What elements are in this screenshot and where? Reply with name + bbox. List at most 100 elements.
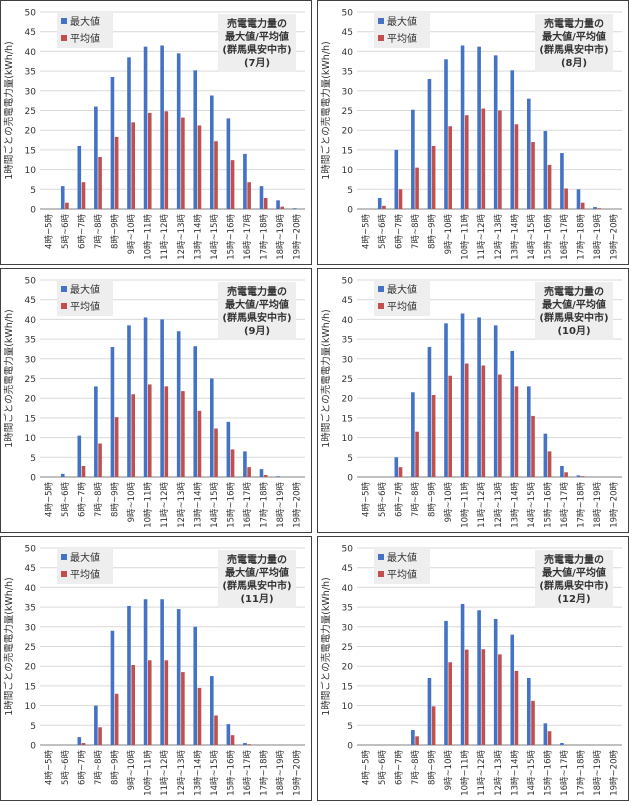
- legend-label-avg: 平均値: [387, 568, 417, 581]
- bar-avg: [164, 386, 169, 477]
- bar-max: [143, 46, 148, 210]
- y-tick-label: 20: [25, 663, 37, 673]
- y-tick-label: 0: [347, 206, 353, 216]
- y-tick-label: 45: [342, 296, 353, 306]
- title-line: (12月): [557, 593, 590, 605]
- bar-avg: [81, 743, 86, 745]
- bar-max: [510, 70, 515, 209]
- bar-avg: [498, 654, 502, 745]
- x-tick-label: 6時~7時: [394, 750, 404, 785]
- bar-avg: [514, 386, 519, 477]
- title-line: 最大値/平均値: [542, 566, 606, 579]
- bar-avg: [547, 164, 552, 209]
- x-tick-label: 19時~20時: [293, 750, 303, 796]
- bar-max: [292, 208, 297, 209]
- y-tick-label: 30: [342, 87, 354, 97]
- bar-max: [427, 678, 432, 745]
- y-tick-label: 20: [342, 395, 354, 405]
- bar-avg: [464, 363, 469, 477]
- bar-max: [377, 197, 382, 209]
- bar-avg: [181, 117, 185, 209]
- y-tick-label: 20: [25, 395, 37, 405]
- y-axis-title: 1時間ごとの売電電力量(kWh/h): [3, 577, 15, 716]
- x-tick-label: 19時~20時: [610, 482, 620, 528]
- x-tick-label: 4時~5時: [361, 750, 371, 785]
- y-tick-label: 35: [25, 604, 36, 614]
- x-tick-label: 13時~14時: [510, 214, 520, 260]
- legend-label-max: 最大値: [70, 551, 100, 564]
- bar-avg: [398, 467, 403, 477]
- x-tick-label: 10時~11時: [144, 214, 154, 260]
- x-tick-label: 14時~15時: [210, 214, 220, 260]
- x-tick-label: 9時~10時: [127, 482, 137, 523]
- bar-max: [510, 634, 515, 745]
- y-tick-label: 25: [342, 375, 353, 385]
- x-tick-label: 4時~5時: [44, 750, 54, 785]
- bar-avg: [181, 391, 185, 477]
- bar-max: [444, 59, 448, 209]
- bar-avg: [448, 662, 452, 745]
- bar-max: [543, 130, 548, 209]
- bar-max: [527, 98, 531, 209]
- x-tick-label: 12時~13時: [177, 482, 187, 528]
- bar-avg: [230, 449, 235, 477]
- chart-panel: 0 5 10 15 20 25 30 35 40 45 50 1時間ごとの売電電力量(kWh/h) 4時…: [0, 0, 312, 265]
- y-tick-label: 10: [342, 702, 354, 712]
- x-tick-label: 4時~5時: [361, 214, 371, 249]
- x-tick-label: 9時~10時: [444, 482, 454, 523]
- x-tick-label: 7時~8時: [411, 482, 421, 517]
- y-tick-label: 35: [342, 336, 353, 346]
- bar-avg: [431, 145, 436, 209]
- x-tick-label: 15時~16時: [226, 482, 236, 528]
- bar-max: [160, 319, 164, 477]
- title-line: (群馬県安中市): [222, 311, 291, 324]
- y-tick-label: 50: [25, 9, 37, 19]
- bar-max: [193, 626, 198, 745]
- bar-max: [77, 145, 82, 209]
- y-axis-title: 1時間ごとの売電電力量(kWh/h): [320, 309, 332, 448]
- y-tick-label: 5: [347, 454, 353, 464]
- bar-avg: [514, 670, 519, 745]
- x-tick-label: 8時~9時: [111, 750, 121, 785]
- y-tick-label: 35: [25, 68, 36, 78]
- y-axis-title: 1時間ごとの売電電力量(kWh/h): [3, 309, 15, 448]
- title-box: [218, 282, 296, 340]
- bar-avg: [464, 115, 469, 209]
- bar-avg: [164, 660, 169, 745]
- y-tick-label: 45: [25, 564, 36, 574]
- bar-max: [160, 45, 164, 209]
- x-tick-label: 5時~6時: [378, 482, 388, 517]
- y-tick-label: 25: [25, 643, 36, 653]
- bar-avg: [81, 465, 86, 477]
- y-tick-label: 25: [25, 107, 36, 117]
- bar-max: [94, 386, 98, 477]
- bar-avg: [547, 731, 552, 745]
- bar-avg: [564, 188, 568, 209]
- x-tick-label: 11時~12時: [160, 750, 170, 796]
- bar-avg: [65, 202, 69, 209]
- bar-max: [493, 618, 498, 745]
- bar-avg: [114, 693, 119, 745]
- y-tick-label: 50: [342, 277, 354, 287]
- x-tick-label: 8時~9時: [111, 482, 121, 517]
- bar-max: [576, 475, 581, 477]
- y-tick-label: 50: [342, 9, 354, 19]
- bar-avg: [415, 431, 419, 477]
- title-line: 売電電力量の: [227, 285, 287, 298]
- x-tick-label: 12時~13時: [177, 750, 187, 796]
- y-tick-label: 15: [342, 146, 353, 156]
- bar-avg: [131, 665, 135, 745]
- bar-max: [226, 724, 231, 745]
- x-tick-label: 9時~10時: [127, 214, 137, 255]
- bar-avg: [247, 744, 251, 745]
- x-tick-label: 5時~6時: [378, 214, 388, 249]
- y-tick-label: 15: [342, 414, 353, 424]
- title-line: 最大値/平均値: [542, 298, 606, 311]
- y-tick-label: 40: [25, 316, 37, 326]
- bar-avg: [197, 125, 202, 209]
- x-tick-label: 8時~9時: [428, 750, 438, 785]
- x-tick-label: 19時~20時: [293, 214, 303, 260]
- bar-max: [259, 469, 264, 477]
- bar-avg: [481, 365, 486, 477]
